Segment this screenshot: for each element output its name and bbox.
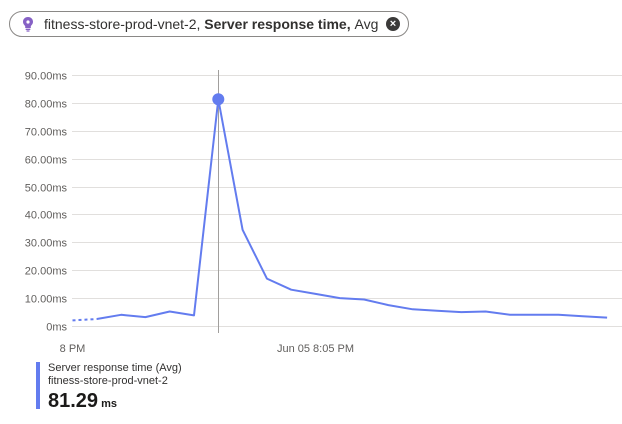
app-insights-bulb-icon (20, 16, 36, 32)
legend-value-unit: ms (101, 398, 117, 410)
legend-resource-name: fitness-store-prod-vnet-2 (48, 375, 168, 387)
close-icon[interactable]: × (386, 17, 400, 31)
highlighted-data-point (212, 93, 225, 106)
y-axis-labels: 0ms 10.00ms 20.00ms 30.00ms 40.00ms 50.00ms 60… (25, 71, 68, 334)
line-chart[interactable]: 0ms 10.00ms 20.00ms 30.00ms 40.00ms 50.00ms 60… (0, 0, 622, 360)
metric-selector-pill[interactable]: fitness-store-prod-vnet-2, Server respon… (9, 11, 409, 37)
pill-aggregation: Avg (354, 16, 379, 32)
chart-gridlines (72, 75, 622, 327)
series-line-dashed (72, 318, 97, 322)
y-tick-label: 0ms (46, 322, 67, 334)
y-tick-label: 30.00ms (25, 238, 68, 250)
chart-series (72, 93, 608, 322)
series-line (96, 98, 608, 320)
y-tick-label: 60.00ms (25, 155, 68, 167)
y-tick-label: 20.00ms (25, 266, 68, 278)
pill-resource-name: fitness-store-prod-vnet-2, (44, 16, 201, 32)
pill-metric-name: Server response time, (204, 16, 351, 32)
x-tick-label: 8 PM (60, 343, 86, 355)
y-tick-label: 40.00ms (25, 210, 68, 222)
legend-series-title: Server response time (Avg) (48, 362, 182, 374)
legend-value-number: 81.29 (48, 390, 99, 412)
y-tick-label: 80.00ms (25, 99, 68, 111)
x-tick-label: Jun 05 8:05 PM (277, 343, 354, 355)
legend-value: 81.29 ms (48, 389, 182, 416)
y-tick-label: 70.00ms (25, 127, 68, 139)
y-tick-label: 50.00ms (25, 183, 68, 195)
y-tick-label: 90.00ms (25, 71, 68, 83)
legend-color-swatch (36, 362, 40, 409)
y-tick-label: 10.00ms (25, 294, 68, 306)
